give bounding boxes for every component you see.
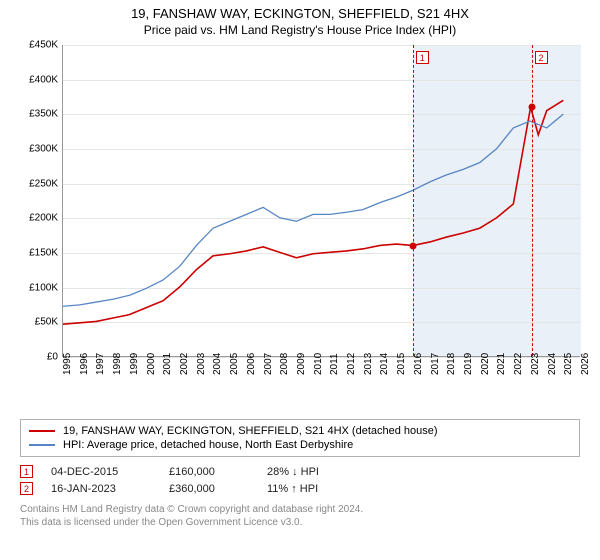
- x-tick-label: 2017: [430, 353, 441, 375]
- legend-item: HPI: Average price, detached house, Nort…: [29, 438, 571, 452]
- x-tick-label: 2023: [530, 353, 541, 375]
- x-tick-label: 1999: [129, 353, 140, 375]
- x-tick-label: 2018: [446, 353, 457, 375]
- x-tick-label: 2013: [363, 353, 374, 375]
- x-tick-label: 2022: [513, 353, 524, 375]
- x-tick-label: 2000: [146, 353, 157, 375]
- x-tick-label: 2001: [162, 353, 173, 375]
- y-tick-label: £300K: [29, 144, 58, 155]
- x-tick-label: 2008: [279, 353, 290, 375]
- legend-swatch: [29, 444, 55, 446]
- x-tick-label: 2002: [179, 353, 190, 375]
- x-tick-label: 1998: [112, 353, 123, 375]
- sale-date: 04-DEC-2015: [51, 466, 151, 478]
- x-tick-label: 2003: [196, 353, 207, 375]
- sale-row: 2 16-JAN-2023 £360,000 11% ↑ HPI: [20, 480, 580, 497]
- legend-item: 19, FANSHAW WAY, ECKINGTON, SHEFFIELD, S…: [29, 424, 571, 438]
- x-tick-label: 2010: [313, 353, 324, 375]
- x-tick-label: 2015: [396, 353, 407, 375]
- y-axis: £0£50K£100K£150K£200K£250K£300K£350K£400…: [20, 45, 62, 357]
- sale-marker-dot: [409, 243, 416, 250]
- footnote-line: Contains HM Land Registry data © Crown c…: [20, 503, 580, 516]
- x-axis: 1995199619971998199920002001200220032004…: [62, 357, 580, 385]
- x-tick-label: 2020: [480, 353, 491, 375]
- sale-marker-dot: [528, 104, 535, 111]
- sale-row-badge: 1: [20, 465, 33, 478]
- y-tick-label: £200K: [29, 213, 58, 224]
- legend: 19, FANSHAW WAY, ECKINGTON, SHEFFIELD, S…: [20, 419, 580, 457]
- x-tick-label: 1995: [62, 353, 73, 375]
- x-tick-label: 2021: [496, 353, 507, 375]
- sale-row: 1 04-DEC-2015 £160,000 28% ↓ HPI: [20, 463, 580, 480]
- x-tick-label: 2025: [563, 353, 574, 375]
- x-tick-label: 2012: [346, 353, 357, 375]
- sale-hpi-diff: 28% ↓ HPI: [267, 466, 357, 478]
- x-tick-label: 2024: [547, 353, 558, 375]
- y-tick-label: £250K: [29, 178, 58, 189]
- footnote-line: This data is licensed under the Open Gov…: [20, 516, 580, 529]
- x-tick-label: 2007: [263, 353, 274, 375]
- x-tick-label: 2014: [379, 353, 390, 375]
- legend-label: 19, FANSHAW WAY, ECKINGTON, SHEFFIELD, S…: [63, 425, 438, 437]
- x-tick-label: 2009: [296, 353, 307, 375]
- sale-date: 16-JAN-2023: [51, 483, 151, 495]
- sale-marker-line: [413, 45, 414, 356]
- chart-subtitle: Price paid vs. HM Land Registry's House …: [10, 23, 590, 37]
- series-hpi: [63, 114, 563, 306]
- sales-table: 1 04-DEC-2015 £160,000 28% ↓ HPI 2 16-JAN-202…: [20, 463, 580, 497]
- sale-price: £160,000: [169, 466, 249, 478]
- y-tick-label: £450K: [29, 40, 58, 51]
- x-tick-label: 1997: [95, 353, 106, 375]
- sale-row-badge: 2: [20, 482, 33, 495]
- chart-container: 19, FANSHAW WAY, ECKINGTON, SHEFFIELD, S…: [0, 0, 600, 529]
- x-tick-label: 1996: [79, 353, 90, 375]
- y-tick-label: £350K: [29, 109, 58, 120]
- x-tick-label: 2016: [413, 353, 424, 375]
- x-tick-label: 2011: [329, 353, 340, 375]
- sale-marker-badge: 2: [535, 51, 548, 64]
- plot-inner: 12: [62, 45, 580, 357]
- x-tick-label: 2005: [229, 353, 240, 375]
- y-tick-label: £100K: [29, 282, 58, 293]
- legend-swatch: [29, 430, 55, 432]
- x-tick-label: 2006: [246, 353, 257, 375]
- plot-area: £0 £50K £100K £150K £200K £250K £300K £350K £400…: [20, 45, 580, 385]
- series-price_paid: [63, 100, 563, 324]
- x-tick-label: 2026: [580, 353, 591, 375]
- y-tick-label: £0: [47, 352, 58, 363]
- x-tick-label: 2004: [212, 353, 223, 375]
- x-tick-label: 2019: [463, 353, 474, 375]
- sale-hpi-diff: 11% ↑ HPI: [267, 483, 357, 495]
- chart-title: 19, FANSHAW WAY, ECKINGTON, SHEFFIELD, S…: [10, 6, 590, 21]
- y-tick-label: £400K: [29, 74, 58, 85]
- y-tick-label: £50K: [35, 317, 58, 328]
- legend-label: HPI: Average price, detached house, Nort…: [63, 439, 353, 451]
- sale-price: £360,000: [169, 483, 249, 495]
- sale-marker-badge: 1: [416, 51, 429, 64]
- footnote: Contains HM Land Registry data © Crown c…: [20, 503, 580, 529]
- y-tick-label: £150K: [29, 248, 58, 259]
- sale-marker-line: [532, 45, 533, 356]
- line-layer: [63, 45, 580, 356]
